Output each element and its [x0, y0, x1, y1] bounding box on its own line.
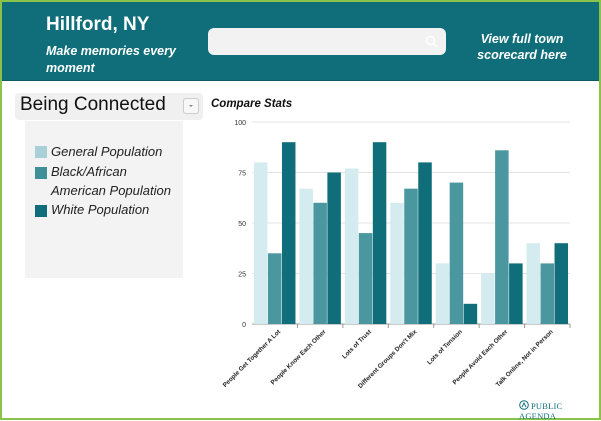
- legend-item-white: White Population: [51, 202, 150, 217]
- legend-swatch-white: [35, 205, 47, 217]
- scorecard-link[interactable]: View full town scorecard here: [477, 32, 567, 62]
- bar: [509, 263, 523, 324]
- y-tick-label: 75: [238, 171, 246, 178]
- x-tick-label: Lots of Trust: [341, 328, 374, 361]
- legend-swatch-black: [35, 167, 47, 179]
- legend-swatch-general: [35, 146, 47, 158]
- bar: [372, 142, 387, 324]
- search-input[interactable]: [208, 28, 418, 55]
- category-select[interactable]: Being Connected: [15, 93, 203, 120]
- tagline: Make memories every moment: [46, 44, 176, 75]
- bar: [463, 303, 478, 324]
- bar: [526, 243, 541, 324]
- search-box[interactable]: [208, 28, 446, 55]
- bar: [481, 273, 495, 324]
- search-icon[interactable]: [425, 35, 438, 48]
- bar: [435, 263, 450, 324]
- public-agenda-logo: PUBLIC AGENDA: [519, 400, 601, 421]
- bar: [418, 162, 432, 324]
- bar: [540, 263, 555, 324]
- bar: [554, 243, 569, 324]
- bar: [358, 233, 373, 324]
- bar: [344, 168, 359, 324]
- bar: [449, 182, 464, 324]
- logo-mark-icon: [519, 400, 529, 410]
- legend-panel: General Population Black/African America…: [25, 121, 183, 278]
- chart-title: Compare Stats: [211, 98, 293, 110]
- chevron-down-icon[interactable]: [183, 98, 199, 114]
- bar: [327, 172, 341, 324]
- logo-text: PUBLIC AGENDA: [519, 401, 563, 421]
- bar: [281, 142, 296, 324]
- y-tick-label: 0: [242, 322, 246, 329]
- bar: [404, 188, 418, 324]
- bar: [390, 202, 404, 324]
- bar: [313, 202, 327, 324]
- legend-item-general: General Population: [51, 144, 163, 159]
- header-bar: Hillford, NY Make memories every moment …: [2, 2, 599, 81]
- town-title: Hillford, NY: [46, 14, 150, 35]
- y-tick-label: 25: [238, 272, 246, 279]
- y-tick-label: 50: [238, 221, 246, 228]
- bar: [495, 150, 509, 324]
- bar: [253, 162, 268, 324]
- y-tick-label: 100: [234, 120, 246, 127]
- bar: [299, 188, 313, 324]
- category-select-value: Being Connected: [20, 94, 166, 115]
- x-tick-label: Lots of Tension: [426, 328, 464, 366]
- legend-item-black: Black/African American Population: [51, 164, 171, 198]
- bar: [267, 253, 282, 324]
